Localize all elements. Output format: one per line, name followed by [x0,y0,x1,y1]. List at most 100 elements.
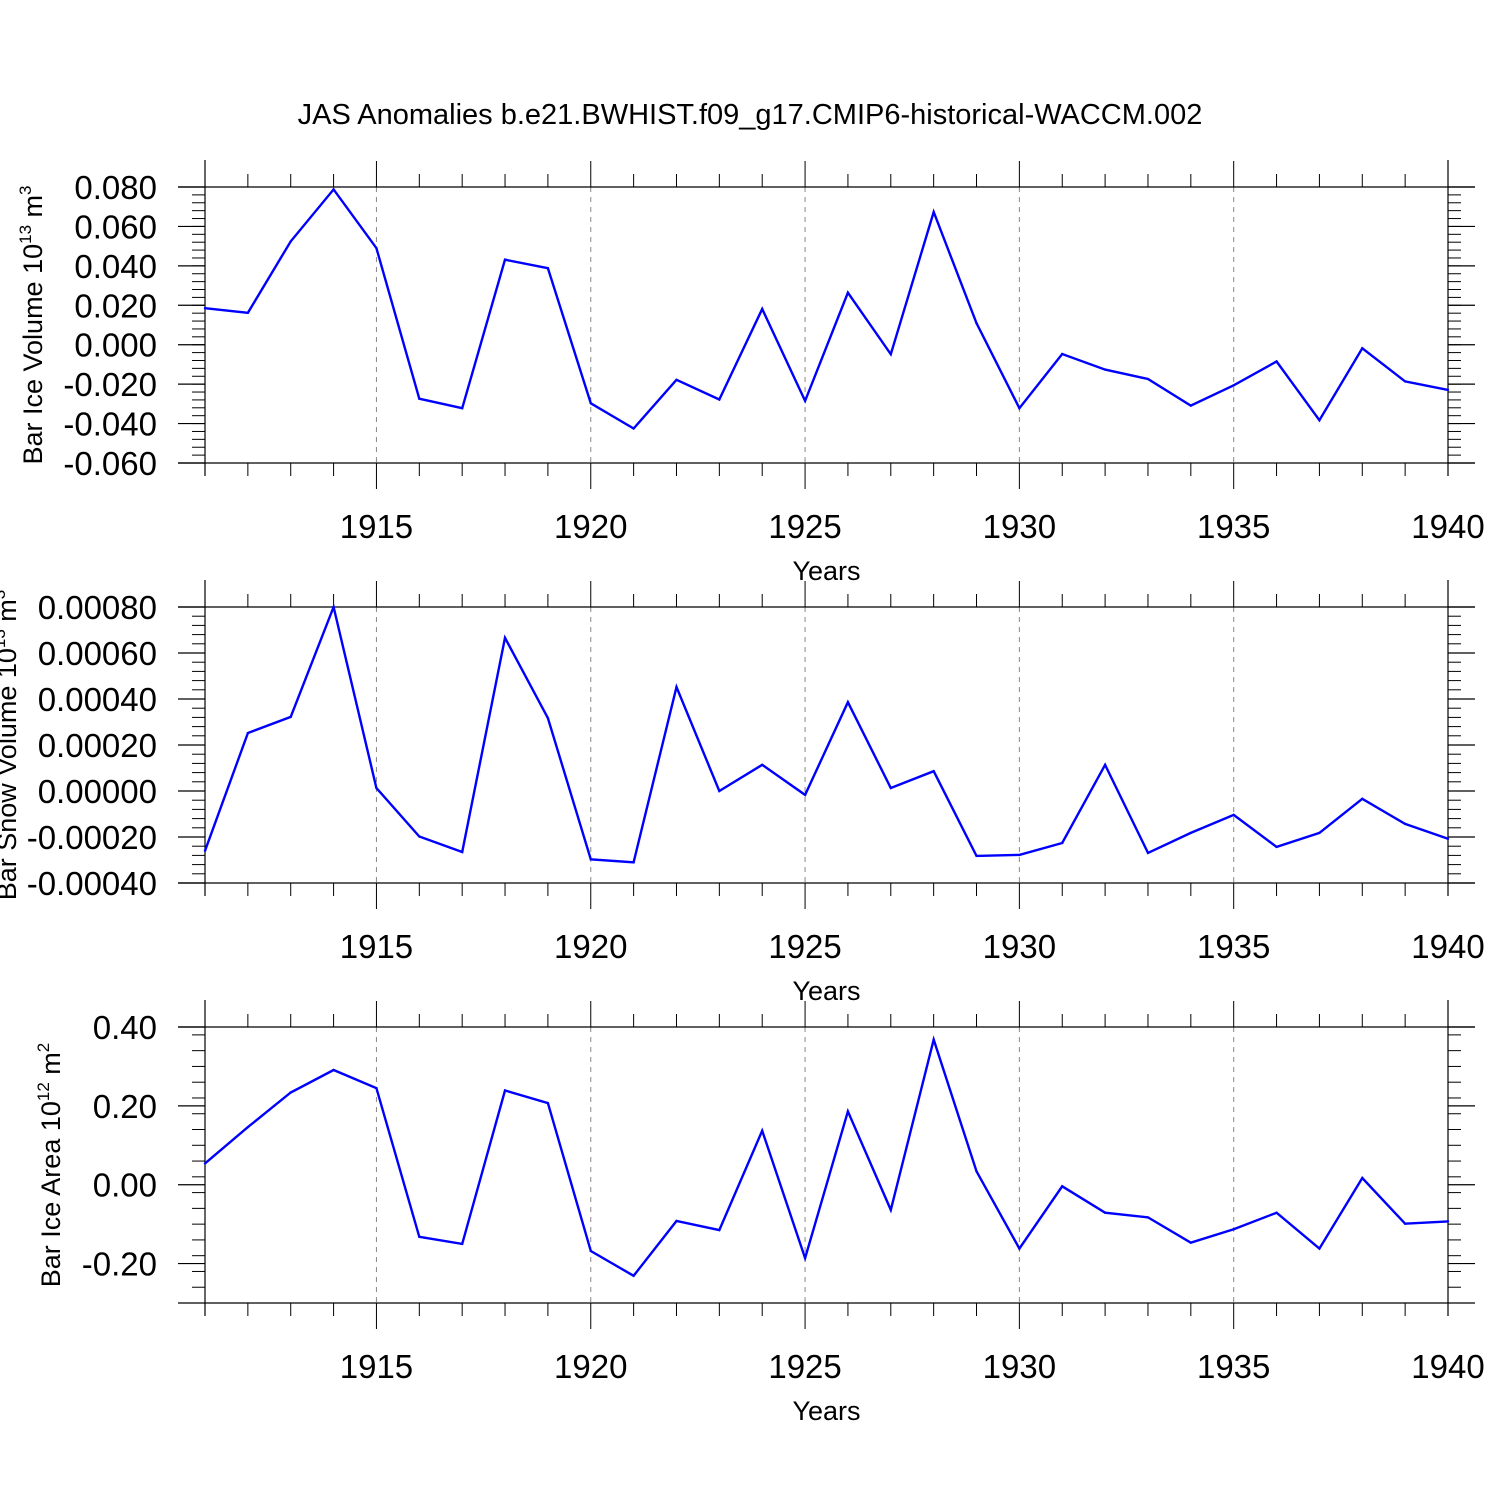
chart-1-point-1932 [1103,368,1107,371]
chart-3-y-axis-title: Bar Ice Area 1012 m2 [34,1043,66,1288]
chart-3-point-1924 [761,1129,764,1132]
chart-1-point-1940 [1446,388,1450,392]
chart-1-point-1917 [460,406,464,410]
chart-2-x-axis-title: Years [792,976,860,1006]
chart-3-point-1917 [460,1242,464,1246]
chart-2-point-1926 [846,701,850,704]
chart-3-point-1912 [246,1125,250,1129]
chart-2-xtick-label-1915: 1915 [340,928,413,965]
chart-3-point-1922 [675,1219,678,1223]
chart-2-point-1915 [375,786,378,790]
chart-2-point-1940 [1446,837,1450,841]
chart-1-ytick-label: 0.060 [74,208,157,245]
chart-3-point-1929 [975,1170,978,1173]
chart-3-ytick-label: 0.20 [93,1088,157,1125]
chart-1-point-1929 [975,322,978,325]
chart-1-point-1926 [846,291,850,294]
chart-1-panel: 1915 1920 1925 1930 1935 1940Years0.0800.0600… [16,160,1485,586]
chart-2-ytick-label: -0.00040 [27,865,157,902]
chart-1-point-1916 [418,397,421,400]
chart-3-point-1923 [718,1228,721,1232]
chart-1-point-1924 [761,307,764,311]
chart-2-ytick-label: 0.00080 [38,589,157,626]
chart-2-point-1918 [503,636,507,640]
chart-1-y-axis-title: Bar Ice Volume 1013 m3 [16,185,48,464]
chart-1-point-1915 [375,246,378,250]
chart-2-xtick-label-1925: 1925 [768,928,841,965]
chart-3-point-1915 [375,1086,378,1090]
chart-2-point-1917 [460,850,464,854]
chart-1-xtick-label-1920: 1920 [554,508,627,545]
chart-2-point-1930 [1018,853,1021,857]
chart-3-point-1911 [203,1162,207,1165]
chart-3-point-1935 [1232,1228,1235,1231]
panels: 1915 1920 1925 1930 1935 1940Years0.0800.0600… [0,160,1485,1426]
chart-2-point-1923 [718,789,721,793]
chart-3-point-1938 [1361,1176,1364,1180]
chart-2-point-1911 [203,849,207,852]
chart-3-xtick-label-1930: 1930 [983,1348,1056,1385]
chart-2-ytick-label: 0.00060 [38,635,157,672]
chart-3-ytick-label: 0.40 [93,1009,157,1046]
chart-2-point-1928 [932,770,935,773]
chart-1-point-1923 [718,398,721,401]
chart-2-ytick-label: 0.00000 [38,773,157,810]
chart-3-xtick-label-1935: 1935 [1197,1348,1270,1385]
chart-3-point-1932 [1103,1211,1107,1214]
chart-3-point-1926 [846,1110,850,1113]
chart-3-point-1930 [1018,1247,1021,1250]
chart-1-xtick-label-1935: 1935 [1197,508,1270,545]
chart-1-point-1931 [1061,352,1064,356]
chart-1-point-1919 [546,267,550,270]
chart-2-series-line [203,602,1449,864]
chart-1-ytick-label: 0.040 [74,248,157,285]
chart-3-point-1939 [1403,1222,1407,1225]
chart-3-point-1916 [418,1235,421,1238]
chart-2-ytick-label: 0.00020 [38,727,157,764]
chart-2-point-1937 [1318,831,1321,835]
chart-1-xtick-label-1925: 1925 [768,508,841,545]
chart-2-point-1925 [803,793,807,797]
chart-3-x-axis-title: Years [792,1396,860,1426]
chart-3-xtick-label-1940: 1940 [1411,1348,1484,1385]
figure-title: JAS Anomalies b.e21.BWHIST.f09_g17.CMIP6… [298,99,1203,131]
chart-3-point-1925 [803,1256,807,1260]
chart-1-series-line [204,187,1449,431]
chart-1-point-1934 [1189,404,1193,407]
chart-2-ytick-label: -0.00020 [27,819,157,856]
chart-2-point-1931 [1061,841,1064,845]
chart-3-series-line [204,1035,1449,1278]
chart-3-point-1940 [1446,1220,1450,1223]
chart-2-point-1932 [1103,763,1107,766]
chart-1-point-1938 [1361,347,1364,350]
chart-1-point-1935 [1232,384,1235,387]
chart-3-point-1920 [589,1249,592,1253]
chart-1-x-axis-title: Years [792,556,860,586]
chart-2-point-1939 [1403,822,1407,826]
chart-2-point-1924 [761,763,764,766]
chart-2-xtick-label-1920: 1920 [554,928,627,965]
chart-2-point-1927 [889,786,892,790]
chart-3-panel: 1915 1920 1925 1930 1935 1940 Years 0.40 0.20 0.0… [34,1000,1485,1426]
chart-1-point-1912 [246,311,250,314]
chart-1-point-1920 [589,402,592,405]
chart-1-point-1927 [889,352,892,356]
chart-3-point-1934 [1189,1241,1193,1244]
chart-3-point-1933 [1146,1216,1150,1219]
chart-3-point-1921 [632,1274,635,1277]
chart-2-panel: 1915 1920 1925 1930 1935 1940 Years 0.00080 0.00… [0,580,1485,1006]
chart-2-point-1938 [1361,797,1364,801]
chart-3-point-1927 [889,1208,892,1212]
chart-1-point-1928 [932,210,935,214]
chart-2-xtick-label-1935: 1935 [1197,928,1270,965]
chart-2-point-1912 [246,731,250,735]
chart-1-point-1925 [803,399,807,403]
chart-1-point-1936 [1275,360,1278,363]
chart-1-point-1933 [1146,377,1150,381]
chart-3-ytick-label: -0.20 [82,1246,157,1283]
chart-1-ytick-label: -0.020 [63,366,157,403]
chart-2-point-1920 [589,858,592,861]
chart-2-point-1916 [418,835,421,838]
chart-3-point-1937 [1318,1247,1321,1250]
